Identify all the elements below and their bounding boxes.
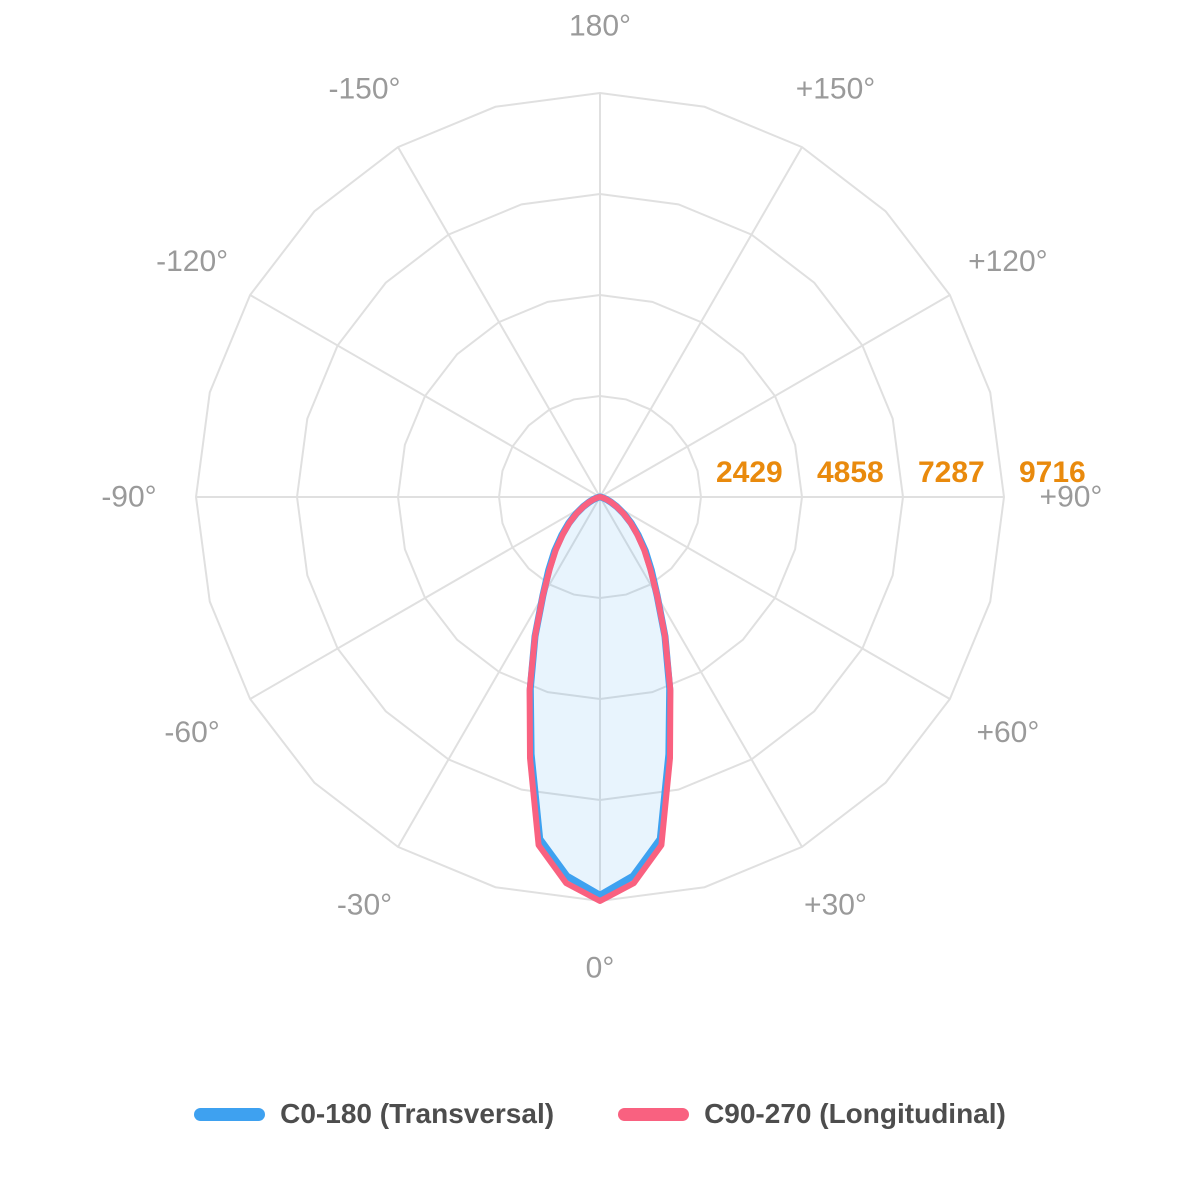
angle-label: -120° — [156, 245, 228, 278]
angle-label: -60° — [164, 716, 219, 749]
ring-value-label: 7287 — [918, 456, 985, 489]
angle-label: 0° — [586, 952, 615, 985]
angle-label: +150° — [796, 73, 876, 106]
ring-value-label: 4858 — [817, 456, 884, 489]
ring-value-label: 9716 — [1019, 456, 1086, 489]
legend-item-c0-180[interactable]: C0-180 (Transversal) — [194, 1098, 554, 1130]
angle-label: -150° — [328, 73, 400, 106]
angle-label: -30° — [337, 888, 392, 921]
angle-label: -90° — [101, 481, 156, 514]
angle-label: +60° — [976, 716, 1039, 749]
legend-item-c90-270[interactable]: C90-270 (Longitudinal) — [618, 1098, 1006, 1130]
polar-grid-ring — [194, 91, 1006, 903]
legend-label-c0-180: C0-180 (Transversal) — [280, 1098, 555, 1129]
polar-grid-ring — [497, 394, 703, 600]
series-curve-c90-270 — [526, 494, 674, 904]
ring-value-label: 2429 — [716, 456, 783, 489]
polar-chart-canvas: 2429 4858 7287 9716 0° +30° -30° +60° -60° +90° -9… — [101, 10, 1103, 985]
angle-label: +90° — [1040, 481, 1103, 514]
angle-label: +30° — [804, 888, 867, 921]
angle-label: 180° — [569, 10, 631, 43]
legend-swatch-c90-270-icon — [618, 1107, 690, 1121]
angle-label: +120° — [968, 245, 1048, 278]
polar-grid-ring — [396, 293, 804, 701]
legend-label-c90-270: C90-270 (Longitudinal) — [704, 1098, 1006, 1129]
legend-swatch-c0-180-icon — [194, 1107, 266, 1121]
legend: C0-180 (Transversal) C90-270 (Longitudin… — [0, 1098, 1200, 1130]
polar-grid-ring — [295, 192, 905, 802]
